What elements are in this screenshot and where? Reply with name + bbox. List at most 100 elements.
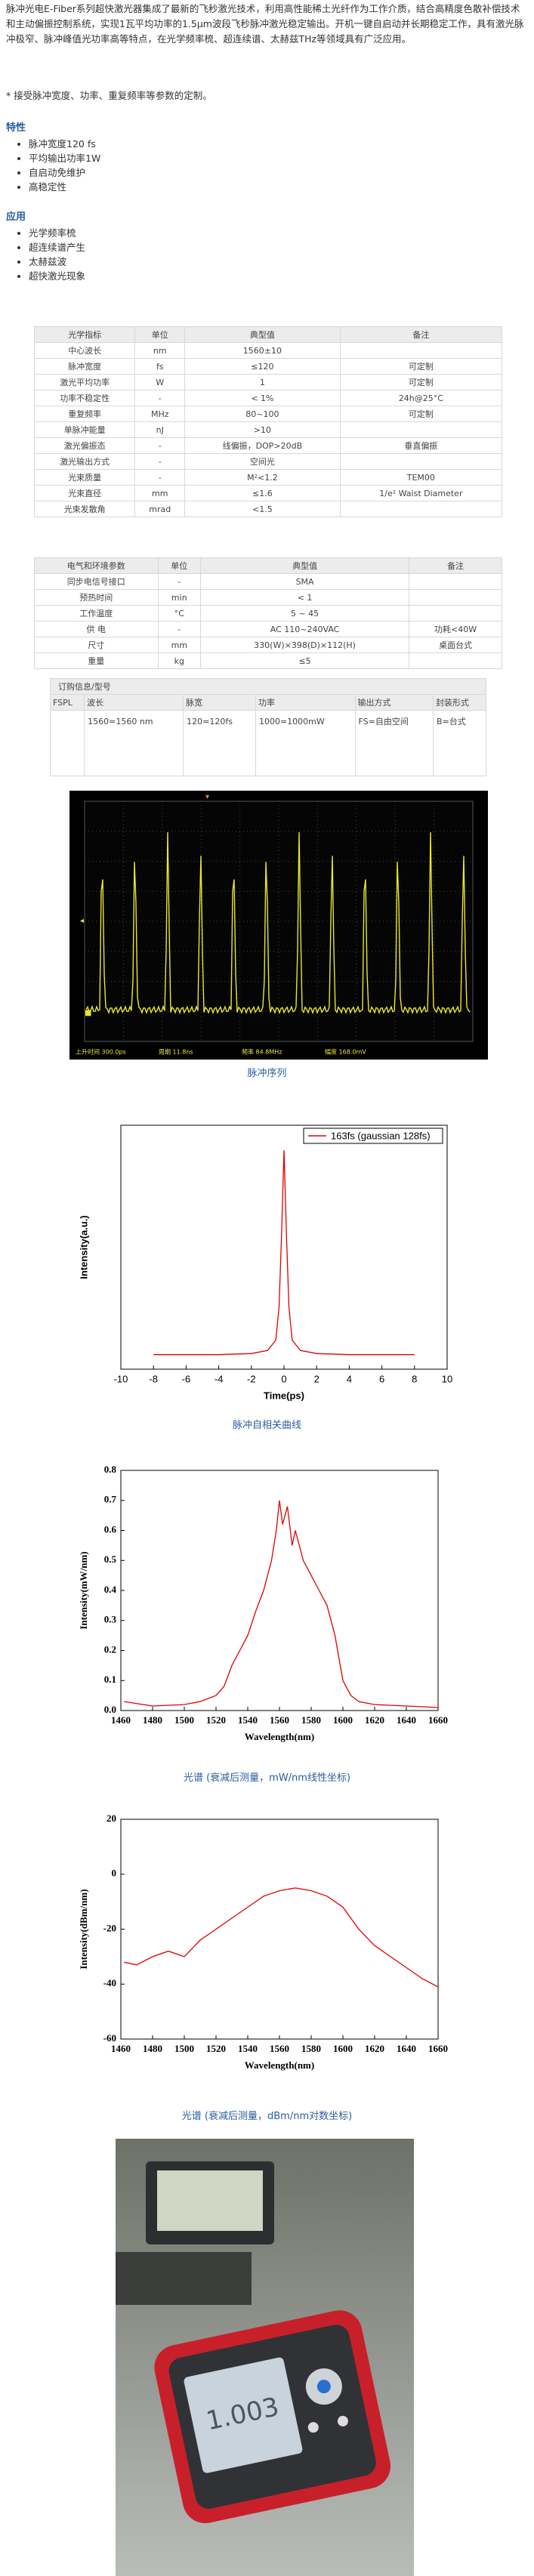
table-row: 预热时间 min < 1 xyxy=(34,589,502,606)
header-cell: 典型值 xyxy=(200,557,410,574)
features: 特性 脉冲宽度120 fs平均输出功率1W自启动免维护高稳定性 xyxy=(6,119,100,194)
table-cell: - xyxy=(134,453,186,470)
header-cell: 备注 xyxy=(409,557,502,574)
table-cell: 120=120fs xyxy=(183,710,256,776)
x-tick-label: 10 xyxy=(442,1373,452,1384)
list-item: 太赫兹波 xyxy=(29,255,85,269)
x-tick-label: 1660 xyxy=(428,2043,448,2054)
marker: ▾ xyxy=(205,793,209,801)
table-cell: 中心波长 xyxy=(33,342,136,359)
x-tick-label: -4 xyxy=(215,1373,224,1384)
y-tick-label: 20 xyxy=(106,1812,116,1824)
header-cell: 输出方式 xyxy=(354,694,434,711)
list-item: 高稳定性 xyxy=(29,180,100,194)
x-tick-label: 1540 xyxy=(238,1714,258,1726)
x-tick-label: -10 xyxy=(114,1373,128,1384)
header-cell: 备注 xyxy=(339,326,503,343)
table-row: 中心波长 nm 1560±10 xyxy=(33,342,503,359)
data-line xyxy=(153,1150,415,1356)
y-tick-label: 0.6 xyxy=(104,1523,117,1535)
header-cell: 功率 xyxy=(255,694,356,711)
x-tick-label: 1540 xyxy=(238,2043,258,2054)
status-text: 上升时间 300.0ps xyxy=(76,1048,126,1056)
table-cell: 光束发散角 xyxy=(33,501,136,517)
header-cell: 封装形式 xyxy=(432,694,487,711)
list-item: 超连续谱产生 xyxy=(29,240,85,255)
status-text: 周期 11.8ns xyxy=(159,1049,193,1056)
x-tick-label: 1580 xyxy=(301,2043,321,2054)
table-cell: 24h@25°C xyxy=(339,390,503,406)
intro: 脉冲光电E-Fiber系列超快激光器集成了最新的飞秒激光技术，利用高性能稀土光纤… xyxy=(6,3,524,45)
x-tick-label: 1500 xyxy=(174,1714,194,1726)
table-row: 光束发散角 mrad <1.5 xyxy=(33,501,503,517)
table-row: 尺寸 mm 330(W)×398(D)×112(H) 桌面台式 xyxy=(34,637,502,653)
table-cell: <1.5 xyxy=(184,501,341,517)
table-row: 供 电 - AC 110~240VAC 功耗<40W xyxy=(34,621,502,637)
list-item: 超快激光现象 xyxy=(29,269,85,283)
table-cell: 1 xyxy=(184,374,341,390)
header-cell: 电气和环境参数 xyxy=(34,557,159,574)
y-tick-label: 0.7 xyxy=(104,1494,117,1505)
x-tick-label: 1640 xyxy=(397,2043,416,2054)
table-cell: SMA xyxy=(200,573,410,590)
table-cell: 可定制 xyxy=(339,374,503,390)
x-tick-label: 1520 xyxy=(206,2043,226,2054)
status-text: 频率 84.8MHz xyxy=(242,1048,282,1056)
section-title: 特性 xyxy=(6,122,26,134)
scope-screen xyxy=(157,2170,263,2231)
x-tick-label: 8 xyxy=(412,1373,417,1384)
chart: 1460 1480 1500 1520 1540 1560 1580 1600 1620 1640… xyxy=(78,1812,448,2071)
status-text: 幅度 168.0mV xyxy=(325,1048,366,1056)
table-row: 电气和环境参数 单位 典型值 备注 xyxy=(34,557,502,574)
data-line xyxy=(124,1500,439,1708)
x-tick-label: 1500 xyxy=(174,2043,194,2054)
x-tick-label: 1620 xyxy=(365,1714,384,1726)
oscilloscope-screenshot: ◂ ■ ▾ 上升时间 300.0ps 周期 11.8ns 频率 84.8MHz 幅度 … xyxy=(69,791,488,1060)
x-tick-label: 1460 xyxy=(111,2043,131,2054)
table-cell: 线偏振，DOP>20dB xyxy=(184,437,341,454)
x-tick-label: 1460 xyxy=(111,1714,131,1726)
table-cell: M²<1.2 xyxy=(184,469,341,486)
table-cell: AC 110~240VAC xyxy=(200,621,410,637)
x-tick-label: -8 xyxy=(149,1373,158,1384)
meter-display xyxy=(184,2357,303,2473)
x-tick-label: 1480 xyxy=(143,2043,162,2054)
button xyxy=(337,2415,348,2426)
table-cell: - xyxy=(134,469,186,486)
y-tick-label: -60 xyxy=(103,2032,116,2044)
table-cell xyxy=(339,421,503,438)
table-cell: B=台式 xyxy=(432,710,487,776)
y-tick-label: 0 xyxy=(112,1868,117,1879)
table-cell: - xyxy=(157,573,202,590)
table-row: 单脉冲能量 nJ >10 xyxy=(33,421,503,438)
table-cell: 桌面台式 xyxy=(409,637,502,653)
table-cell: 工作温度 xyxy=(34,605,159,622)
marker: ■ xyxy=(85,1009,91,1017)
table-cell: 空间光 xyxy=(184,453,341,470)
y-axis-label: Intensity(a.u.) xyxy=(78,1215,89,1279)
table-row: 功率不稳定性 - < 1% 24h@25°C xyxy=(33,390,503,406)
table-cell: min xyxy=(157,589,202,606)
table-cell: 80~100 xyxy=(184,406,341,422)
table-row: FSPL 波长 脉宽 功率 输出方式 封装形式 xyxy=(49,694,487,711)
table-title: 订购信息/型号 xyxy=(50,678,486,695)
table-cell: 预热时间 xyxy=(34,589,159,606)
table-row: 光束质量 - M²<1.2 TEM00 xyxy=(33,469,503,486)
marker: ◂ xyxy=(80,917,84,925)
x-tick-label: -2 xyxy=(247,1373,256,1384)
table-cell: - xyxy=(134,390,186,406)
table-cell: °C xyxy=(157,605,202,622)
list-item: 平均输出功率1W xyxy=(29,151,100,165)
table-cell: fs xyxy=(134,358,186,375)
table-cell: 330(W)×398(D)×112(H) xyxy=(200,637,410,653)
y-axis-label: Intensity(dBm/nm) xyxy=(78,1889,89,1969)
caption: 光谱 (衰减后测量，mW/nm线性坐标) xyxy=(183,1772,351,1784)
table-cell: ≤5 xyxy=(200,652,410,669)
section-title: 应用 xyxy=(6,211,26,223)
x-tick-label: 6 xyxy=(379,1373,384,1384)
plot-frame xyxy=(120,1470,439,1711)
table-cell: 尺寸 xyxy=(34,637,159,653)
header-cell: 脉宽 xyxy=(183,694,256,711)
table-cell: - xyxy=(157,621,202,637)
caption: 脉冲序列 xyxy=(247,1068,287,1079)
